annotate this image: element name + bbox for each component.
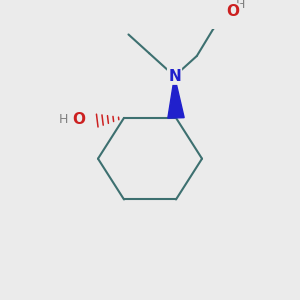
Text: H: H: [236, 0, 245, 11]
Polygon shape: [168, 76, 184, 118]
Text: H: H: [59, 113, 68, 126]
Text: N: N: [168, 69, 181, 84]
Text: O: O: [72, 112, 85, 127]
Text: O: O: [226, 4, 240, 19]
